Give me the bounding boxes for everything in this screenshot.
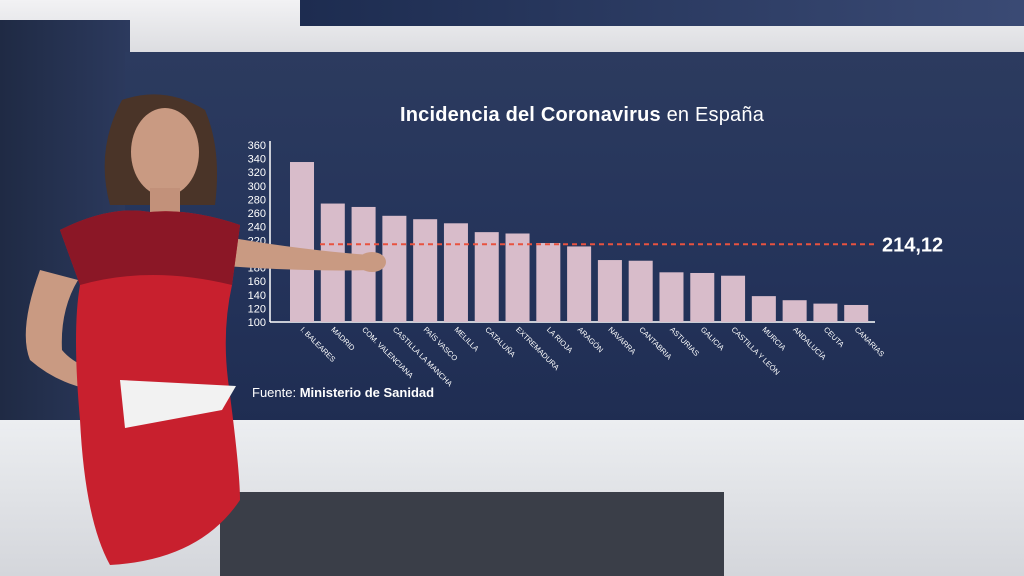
y-tick-label: 140 bbox=[248, 290, 266, 302]
bar bbox=[443, 223, 468, 322]
bar bbox=[290, 162, 315, 322]
bar bbox=[628, 260, 653, 322]
studio-ceiling-band bbox=[300, 0, 1024, 26]
bar bbox=[782, 300, 807, 322]
y-tick-label: 100 bbox=[248, 317, 266, 329]
bar bbox=[659, 272, 684, 322]
bar bbox=[536, 243, 561, 322]
y-tick-label: 120 bbox=[248, 303, 266, 315]
y-tick-label: 160 bbox=[248, 276, 266, 288]
bar bbox=[751, 296, 776, 322]
studio-floor-panel bbox=[220, 492, 724, 576]
y-tick-label: 280 bbox=[248, 194, 266, 206]
source-prefix: Fuente: bbox=[252, 385, 297, 400]
y-tick-label: 260 bbox=[248, 208, 266, 220]
bar bbox=[690, 272, 715, 322]
bar bbox=[844, 304, 869, 322]
bar bbox=[813, 303, 838, 322]
y-tick-label: 340 bbox=[248, 154, 266, 166]
reference-line-label: 214,12 bbox=[882, 234, 943, 256]
bar bbox=[597, 260, 622, 322]
source-name: Ministerio de Sanidad bbox=[299, 385, 435, 400]
bar bbox=[505, 233, 530, 322]
bar bbox=[382, 215, 407, 322]
chart-title-light: en España bbox=[666, 104, 765, 126]
bar bbox=[474, 232, 499, 322]
chart-title: Incidencia del Coronavirus en España bbox=[400, 104, 800, 127]
bar bbox=[721, 275, 746, 322]
chart-source: Fuente: Ministerio de Sanidad bbox=[252, 385, 434, 400]
bar bbox=[413, 219, 438, 322]
y-tick-label: 240 bbox=[248, 222, 266, 234]
y-tick-label: 300 bbox=[248, 181, 266, 193]
chart-title-bold: Incidencia del Coronavirus bbox=[400, 104, 661, 126]
y-tick-label: 320 bbox=[248, 167, 266, 179]
bar bbox=[567, 246, 592, 322]
video-wall-screen bbox=[125, 52, 1024, 424]
y-tick-label: 360 bbox=[248, 140, 266, 152]
